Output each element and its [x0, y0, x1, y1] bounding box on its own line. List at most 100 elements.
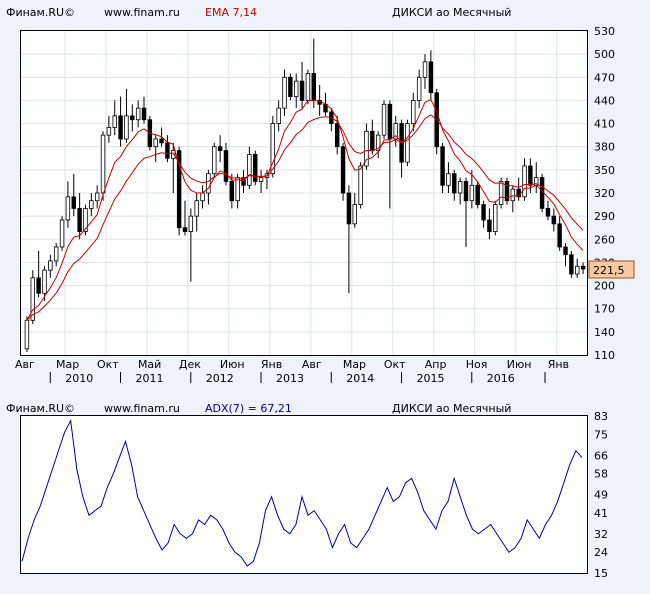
candle	[165, 135, 170, 163]
price-y-tick-label: 290	[594, 210, 615, 223]
candle-body	[294, 80, 299, 97]
adx-y-tick-label: 83	[594, 410, 608, 423]
candle	[545, 200, 551, 220]
adx-y-tick-label: 49	[594, 489, 608, 502]
candle-body	[65, 196, 71, 221]
adx-header-instrument: ДИКСИ ао Месячный	[392, 402, 511, 415]
year-tick-label: 2014	[346, 372, 374, 385]
price-x-axis: Авг Мар Окт Май Дек Июн Янв Авг Мар Окт Апр Ноя Июн Я…	[15, 358, 569, 385]
candle	[36, 250, 41, 298]
year-tick-label: 2010	[65, 372, 93, 385]
candle-body	[153, 138, 158, 148]
adx-header: Финам.RU© www.finam.ru ADX(7) = 67,21 ДИ…	[6, 402, 511, 415]
candle-body	[463, 181, 469, 202]
year-tick-label: 2015	[417, 372, 445, 385]
candle-body	[504, 181, 510, 202]
candle-body	[182, 227, 188, 232]
candle-body	[411, 100, 416, 124]
candle	[452, 169, 457, 201]
candle	[422, 54, 428, 89]
candle	[77, 193, 82, 240]
candle	[24, 316, 30, 352]
candle	[53, 243, 59, 267]
candle-body	[446, 173, 451, 186]
price-y-tick-label: 380	[594, 141, 615, 154]
candle-body	[299, 80, 305, 101]
candle	[276, 100, 281, 132]
candle-body	[551, 215, 557, 225]
candle	[223, 142, 229, 186]
candle	[504, 177, 510, 205]
candle	[440, 142, 445, 193]
month-tick-label: Авг	[302, 358, 322, 371]
candle	[188, 208, 194, 282]
candle-body	[270, 123, 276, 175]
price-header-instrument: ДИКСИ ао Месячный	[392, 6, 511, 19]
candle	[194, 193, 199, 232]
candle-body	[165, 142, 170, 159]
candle-body	[358, 165, 363, 205]
candle	[551, 208, 557, 232]
candle	[428, 50, 434, 101]
candle	[411, 92, 416, 132]
candle-body	[475, 184, 480, 205]
year-tick-label: 2016	[487, 372, 515, 385]
ema-14-line	[26, 114, 584, 321]
adx-header-source: Финам.RU©	[6, 402, 75, 415]
candle-body	[30, 277, 35, 321]
candle-body	[229, 181, 235, 202]
candle	[340, 142, 346, 201]
candle	[270, 115, 276, 178]
candle-body	[42, 269, 47, 294]
candle-body	[77, 208, 82, 232]
price-y-axis: 1101401702002302602903203503804104404705…	[594, 25, 615, 362]
candle	[569, 250, 574, 278]
candle	[557, 216, 562, 251]
price-y-tick-label: 500	[594, 48, 615, 61]
month-tick-label: Янв	[548, 358, 569, 371]
candle	[130, 104, 135, 132]
candle-body	[112, 115, 117, 128]
candle	[42, 266, 47, 301]
candle-body	[493, 204, 498, 232]
candle	[253, 150, 258, 186]
candle-body	[36, 277, 41, 294]
candle-body	[428, 61, 434, 94]
candle-body	[141, 107, 147, 121]
last-price-badge: 221,5	[588, 260, 635, 279]
candle-body	[545, 208, 551, 217]
candle	[89, 193, 94, 217]
candle	[171, 142, 176, 193]
candle-body	[206, 173, 211, 194]
candle-body	[575, 265, 580, 275]
year-tick-label: 2011	[136, 372, 164, 385]
candle	[258, 169, 264, 193]
candle-body	[522, 165, 527, 198]
adx-y-tick-label: 58	[594, 468, 608, 481]
candle-body	[375, 134, 381, 151]
candle	[217, 135, 223, 163]
candle	[575, 258, 580, 278]
price-y-tick-label: 320	[594, 187, 615, 200]
price-y-tick-label: 440	[594, 94, 615, 107]
candle-body	[235, 177, 240, 202]
candle-body	[106, 127, 112, 136]
price-header-site: www.finam.ru	[104, 6, 180, 19]
candle-body	[393, 123, 398, 140]
candle	[352, 193, 357, 228]
candle-body	[159, 138, 164, 144]
price-y-tick-label: 410	[594, 118, 615, 131]
candle-body	[498, 181, 504, 205]
adx-header-indicator: ADX(7) = 67,21	[205, 402, 292, 415]
candle	[282, 69, 287, 116]
adx-y-tick-label: 24	[594, 546, 608, 559]
candle	[387, 100, 393, 209]
candle	[469, 169, 475, 209]
candle-body	[481, 204, 486, 221]
candle	[100, 131, 106, 201]
candle-body	[130, 115, 135, 121]
candle	[59, 216, 65, 251]
candle	[405, 119, 410, 166]
candle	[182, 200, 188, 236]
